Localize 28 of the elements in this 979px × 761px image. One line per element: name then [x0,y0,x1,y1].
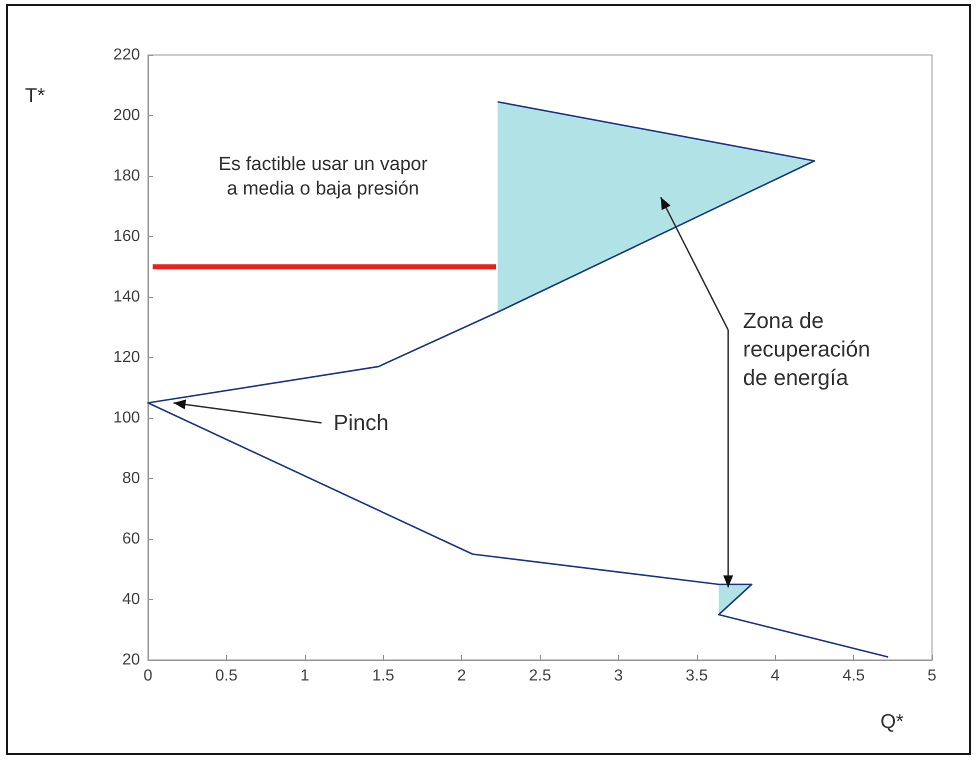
y-tick-label: 160 [113,228,140,245]
x-tick-label: 2 [457,668,466,684]
x-tick-label: 3 [614,668,623,684]
x-tick-label: 2.5 [528,668,552,684]
annotation: Pinch [334,410,389,435]
x-axis-title: Q* [880,711,904,733]
annotation: Es factible usar un vapor a media o baja presión [218,154,428,200]
y-tick-label: 140 [113,288,140,306]
line-series [147,101,889,658]
x-tick-label: 0.5 [215,668,238,684]
y-tick-label: 180 [113,168,140,184]
x-tick-label: 1.5 [372,668,394,684]
annotation: Zona de recuperación de energía [743,308,870,390]
x-tick-label: 1 [300,668,310,684]
y-tick-label: 40 [122,591,140,608]
y-tick-label: 60 [122,530,140,548]
x-tick-label: 4.5 [842,668,865,684]
y-tick-label: 100 [113,410,140,426]
y-tick-label: 200 [113,107,140,124]
y-tick-label: 120 [113,349,140,366]
y-tick-label: 20 [122,652,140,668]
y-axis-title: T* [25,85,46,107]
x-tick-label: 4 [770,668,780,684]
y-tick-label: 220 [113,46,140,64]
x-tick-label: 0 [144,668,153,684]
x-tick-label: 3.5 [686,668,708,684]
x-tick-label: 5 [928,668,937,684]
y-tick-label: 80 [122,470,140,487]
